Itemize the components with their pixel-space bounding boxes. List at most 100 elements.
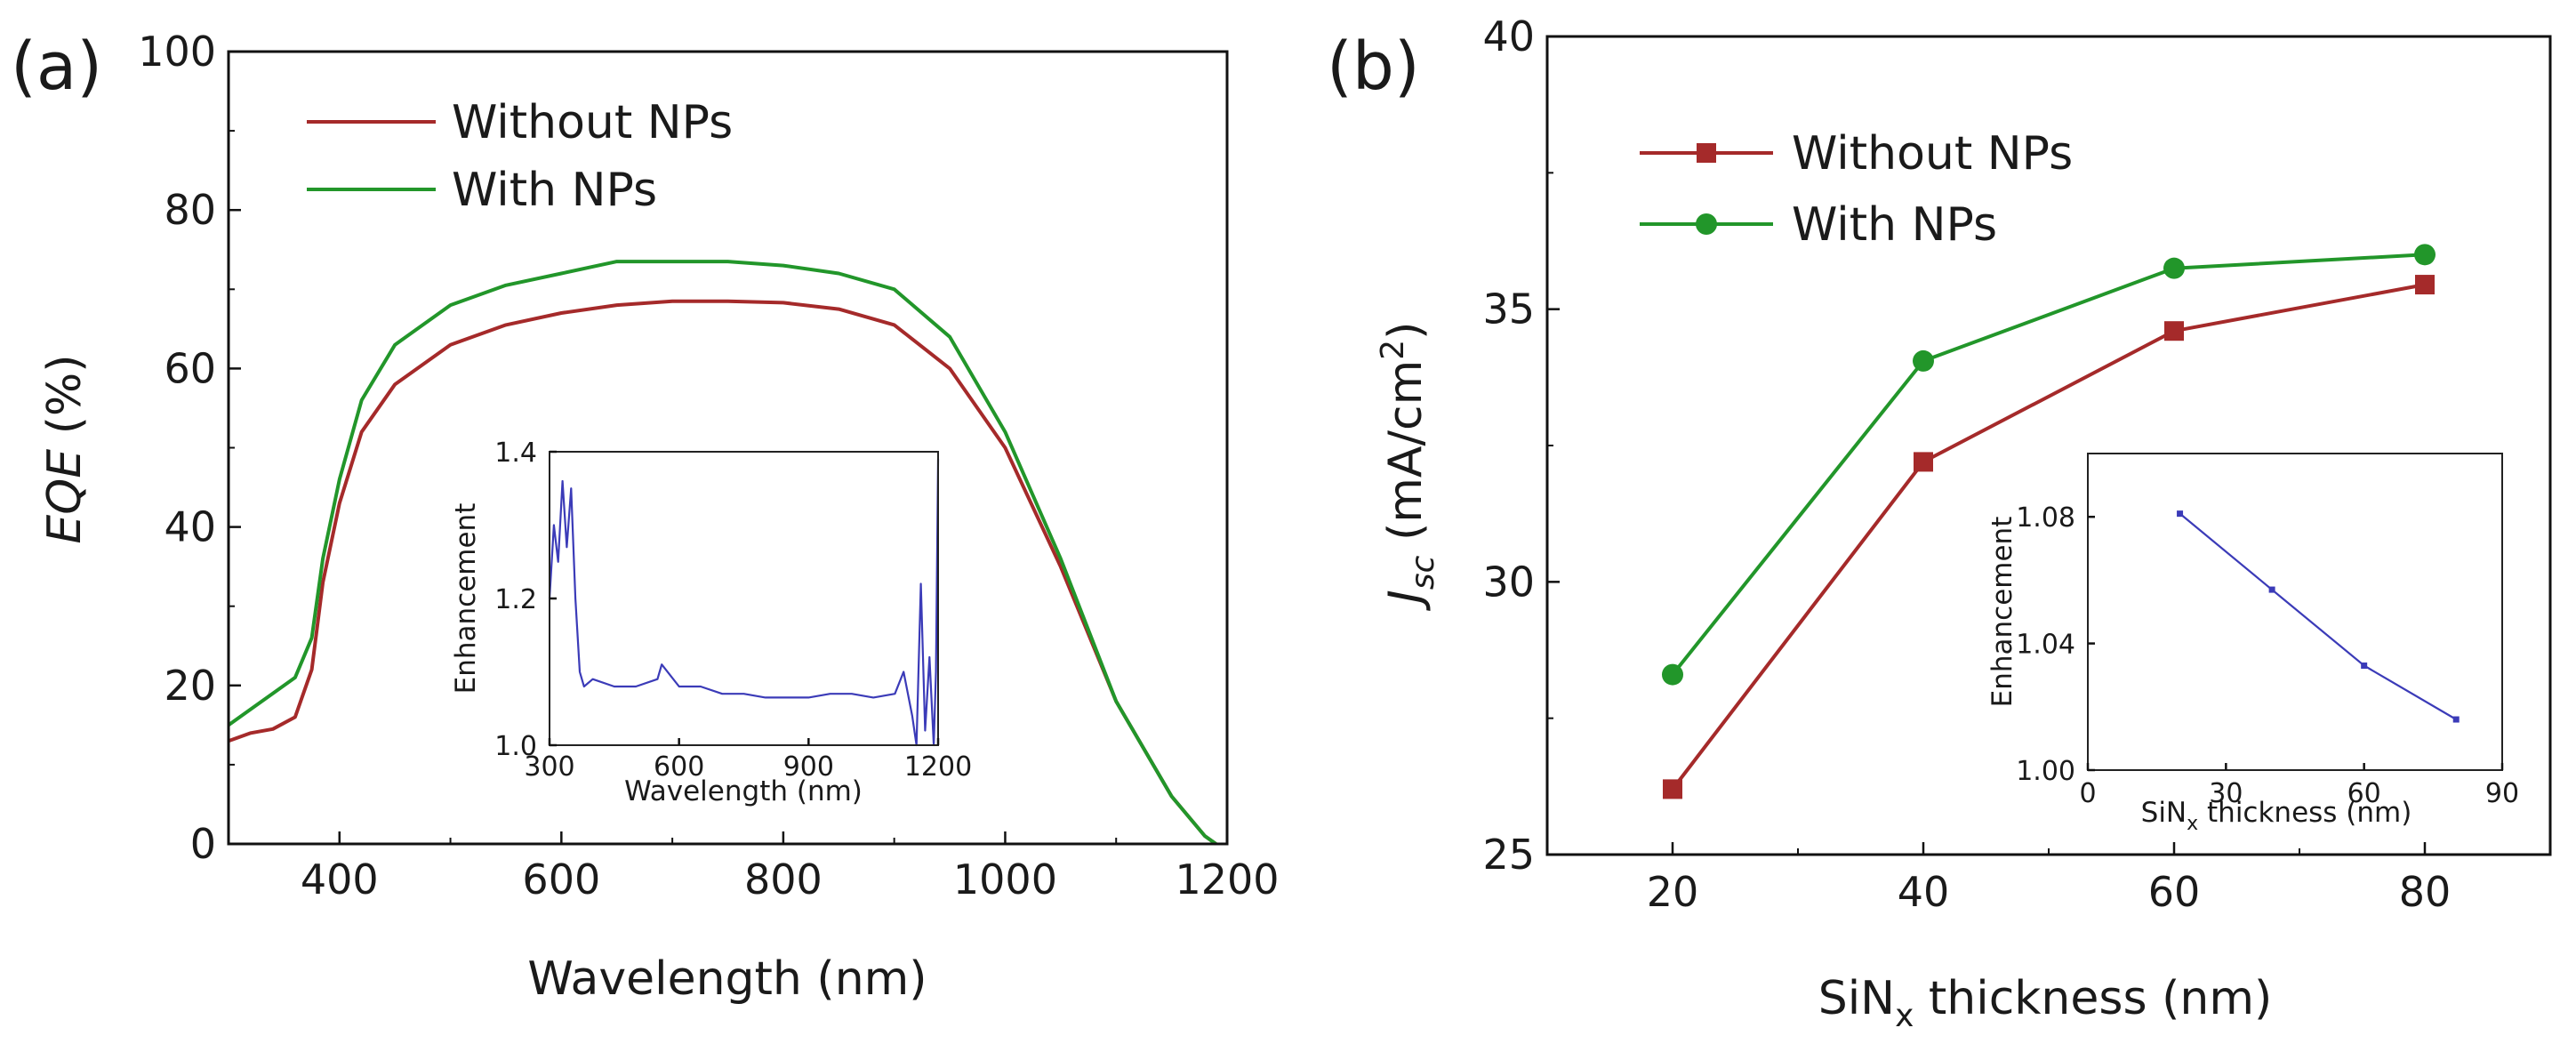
panel-a-inset-x-ticks: 300 600 900 1200: [524, 738, 972, 783]
panel-a-legend-label-without: Without NPs: [452, 96, 733, 149]
panel-a-inset-series-line: [548, 459, 940, 747]
panel-b-inset-x-axis-title-sub: x: [2187, 813, 2198, 835]
panel-b-inset-point: [2452, 716, 2460, 723]
panel-b-y-tick-label: 35: [1482, 285, 1535, 333]
panel-a-x-tick-label: 600: [522, 855, 600, 903]
panel-b-legend-marker-circle: [1696, 213, 1717, 235]
panel-b-x-ticks: 20 40 60 80: [1647, 842, 2452, 916]
panel-b-point-with-nps: [1913, 349, 1934, 372]
panel-a-y-tick-label: 40: [164, 503, 216, 551]
panel-a-x-tick-label: 1000: [953, 855, 1057, 903]
panel-a-series-line-with-nps: [227, 260, 1217, 846]
panel-b-inset-x-tick-label: 60: [2347, 778, 2381, 809]
panel-a-y-tick-label: 20: [164, 662, 216, 710]
panel-b-point-without-nps: [1663, 779, 1682, 799]
panel-a: (a) 400 600 800 1000 1200 0 20 40 60 80 100 Wavel…: [11, 28, 1280, 1006]
panel-b-y-axis-title-close: ): [1379, 322, 1432, 340]
panel-b-series-layer: [1662, 244, 2436, 799]
panel-a-inset-x-tick-label: 300: [524, 751, 574, 783]
panel-b-point-with-nps: [1662, 663, 1683, 686]
panel-a-series-layer: [227, 260, 1217, 846]
panel-a-inset-y-tick-label: 1.2: [494, 584, 537, 615]
panel-b-y-tick-label: 30: [1482, 558, 1535, 606]
panel-a-inset-x-tick-label: 600: [654, 751, 704, 783]
panel-a-inset-y-tick-label: 1.4: [494, 438, 537, 469]
panel-b-x-tick-label: 20: [1647, 868, 1699, 916]
panel-a-y-ticks: 0 20 40 60 80 100: [138, 28, 241, 868]
panel-b-y-axis-title: Jsc (mA/cm2): [1375, 322, 1441, 612]
panel-a-x-tick-label: 1200: [1175, 855, 1279, 903]
panel-b-inset-x-tick-label: 30: [2209, 778, 2243, 809]
panel-a-y-tick-label: 80: [164, 186, 216, 234]
panel-b-inset-x-axis-title-rest: thickness (nm): [2198, 797, 2411, 829]
panel-a-legend: Without NPs With NPs: [307, 96, 733, 217]
panel-a-y-tick-label: 0: [190, 820, 216, 868]
panel-b-inset-y-ticks: 1.00 1.04 1.08: [2016, 502, 2095, 787]
panel-b-y-axis-title-sup: 2: [1375, 340, 1411, 360]
panel-a-inset-x-tick-label: 1200: [904, 751, 972, 783]
panel-b-inset: 0 30 60 90 1.00 1.04 1.08 SiNx thickness (nm)…: [1965, 445, 2525, 836]
panel-a-inset: 300 600 900 1200 1.01.21.4 Wavelength (nm) …: [450, 438, 972, 807]
panel-a-y-axis-title-unit: (%): [38, 354, 92, 449]
panel-b-point-with-nps: [2163, 257, 2185, 279]
panel-b-point-with-nps: [2414, 244, 2436, 266]
panel-b-inset-x-tick-label: 0: [2079, 778, 2096, 809]
panel-a-y-axis-title-italic: EQE: [38, 449, 92, 544]
panel-b-inset-x-axis-title: SiNx thickness (nm): [2141, 797, 2412, 835]
panel-a-inset-x-axis-title: Wavelength (nm): [624, 775, 863, 807]
panel-a-series-line-without-nps: [228, 299, 1217, 846]
panel-b-y-tick-label: 25: [1482, 831, 1535, 879]
panel-b-point-without-nps: [2415, 275, 2435, 295]
panel-b-x-tick-label: 80: [2399, 868, 2452, 916]
panel-b-x-axis-title-rest: thickness (nm): [1914, 972, 2272, 1025]
panel-b-inset-point: [2268, 586, 2275, 593]
panel-a-x-axis-title: Wavelength (nm): [527, 952, 927, 1006]
panel-b-legend: Without NPs With NPs: [1640, 127, 2073, 252]
panel-b-y-tick-label: 40: [1482, 12, 1535, 60]
panel-a-legend-label-with: With NPs: [452, 164, 657, 217]
panel-b-inset-x-ticks: 0 30 60 90: [2079, 763, 2519, 809]
panel-b-y-ticks: 25 30 35 40: [1482, 12, 1560, 879]
panel-a-inset-y-axis-title: Enhancement: [450, 503, 482, 695]
panel-b-inset-x-tick-label: 90: [2485, 778, 2519, 809]
panel-b-inset-x-axis-title-main: SiN: [2141, 797, 2187, 829]
panel-b-label: (b): [1327, 28, 1420, 105]
panel-b-series-line-without-nps: [1671, 283, 2426, 791]
panel-a-y-tick-label: 100: [138, 28, 216, 76]
panel-a-inset-background: [498, 445, 943, 720]
panel-b-legend-marker-square: [1697, 143, 1716, 163]
panel-b-series-line-with-nps: [1671, 253, 2426, 676]
panel-a-x-tick-label: 800: [744, 855, 823, 903]
panel-a-inset-y-ticks: 1.0 1.2 1.4: [494, 438, 557, 762]
panel-b-inset-y-tick-label: 1.08: [2016, 502, 2075, 534]
panel-b-legend-label-with: With NPs: [1792, 198, 1997, 252]
panel-b-inset-y-axis-title: Enhancement: [1986, 517, 2018, 708]
panel-b-inset-series-layer: [2177, 510, 2460, 723]
panel-b-y-axis-title-main: J: [1379, 590, 1432, 611]
panel-b-y-axis-title-unit: (mA/cm: [1379, 360, 1432, 556]
panel-b-y-axis-title-sub: sc: [1405, 555, 1441, 590]
panel-b-inset-y-tick-label: 1.00: [2016, 756, 2075, 787]
panel-b-inset-point: [2177, 510, 2184, 518]
panel-a-inset-x-tick-label: 900: [783, 751, 834, 783]
panel-a-x-ticks: 400 600 800 1000 1200: [228, 831, 1280, 903]
panel-a-inset-y-tick-label: 1.0: [494, 731, 537, 762]
panel-a-x-tick-label: 400: [301, 855, 379, 903]
panel-b-x-tick-label: 40: [1898, 868, 1950, 916]
panel-b-x-axis-title-main: SiN: [1818, 972, 1895, 1025]
panel-b-inset-series-line: [2179, 512, 2457, 720]
panel-a-inset-series-layer: [548, 459, 940, 747]
panel-a-y-tick-label: 60: [164, 344, 216, 392]
panel-b-inset-frame: [2087, 453, 2503, 771]
panel-b-inset-point: [2361, 663, 2368, 670]
panel-b-x-axis-title-sub: x: [1895, 998, 1914, 1034]
panel-b-legend-label-without: Without NPs: [1792, 127, 2073, 181]
panel-a-y-axis-title: EQE (%): [38, 354, 92, 543]
panel-b-x-tick-label: 60: [2148, 868, 2201, 916]
panel-b-inset-y-tick-label: 1.04: [2016, 630, 2075, 661]
panel-b-point-without-nps: [1914, 452, 1933, 472]
panel-a-label: (a): [11, 28, 102, 105]
panel-b-point-without-nps: [2164, 321, 2184, 341]
